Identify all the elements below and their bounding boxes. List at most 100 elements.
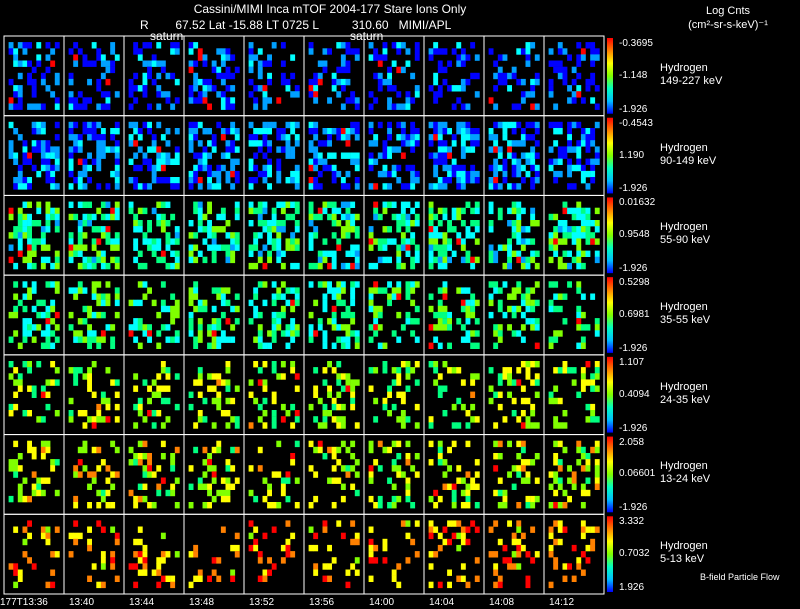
- heatmap-cell: [50, 48, 56, 55]
- heatmap-cell: [562, 152, 568, 159]
- heatmap-cell: [585, 526, 591, 533]
- heatmap-cell: [322, 128, 328, 135]
- heatmap-cell: [322, 330, 328, 337]
- heatmap-cell: [290, 91, 296, 98]
- heatmap-panel: [488, 361, 540, 429]
- heatmap-cell: [257, 336, 263, 343]
- heatmap-cell: [100, 336, 106, 343]
- heatmap-cell: [322, 453, 328, 460]
- heatmap-cell: [22, 201, 28, 208]
- heatmap-cell: [313, 97, 319, 104]
- heatmap-cell: [225, 287, 231, 294]
- heatmap-cell: [170, 158, 176, 165]
- heatmap-cell: [511, 305, 517, 313]
- heatmap-cell: [350, 311, 356, 319]
- heatmap-panel: [188, 201, 240, 264]
- heatmap-cell: [340, 299, 346, 307]
- heatmap-cell: [45, 281, 51, 288]
- heatmap-cell: [220, 299, 226, 307]
- heatmap-cell: [313, 532, 319, 540]
- heatmap-cell: [502, 164, 508, 172]
- heatmap-cell: [142, 85, 148, 92]
- heatmap-cell: [387, 128, 392, 135]
- heatmap-cell: [387, 256, 392, 264]
- heatmap-cell: [520, 422, 526, 429]
- heatmap-cell: [230, 158, 236, 165]
- heatmap-cell: [100, 526, 106, 533]
- heatmap-cell: [511, 532, 517, 540]
- heatmap-cell: [437, 232, 443, 239]
- heatmap-cell: [327, 281, 332, 288]
- heatmap-cell: [257, 146, 263, 153]
- heatmap-cell: [382, 361, 388, 368]
- heatmap-cell: [470, 416, 476, 423]
- heatmap-cell: [105, 367, 111, 374]
- heatmap-cell: [382, 201, 388, 208]
- heatmap-cell: [50, 299, 56, 307]
- heatmap-cell: [40, 121, 46, 129]
- heatmap-panel: [488, 201, 540, 270]
- heatmap-cell: [197, 164, 203, 172]
- heatmap-cell: [262, 569, 268, 576]
- heatmap-cell: [493, 342, 499, 349]
- heatmap-cell: [594, 324, 600, 331]
- heatmap-cell: [502, 489, 508, 497]
- heatmap-cell: [128, 158, 134, 165]
- heatmap-panel: [488, 281, 540, 349]
- heatmap-cell: [54, 220, 60, 227]
- heatmap-cell: [22, 305, 28, 313]
- heatmap-cell: [465, 121, 471, 129]
- heatmap-cell: [562, 262, 568, 270]
- heatmap-cell: [13, 403, 19, 411]
- heatmap-cell: [525, 305, 531, 313]
- heatmap-cell: [414, 281, 420, 288]
- heatmap-cell: [230, 256, 236, 264]
- heatmap-cell: [197, 140, 203, 147]
- heatmap-cell: [100, 397, 106, 405]
- heatmap-cell: [220, 293, 226, 300]
- heatmap-cell: [40, 146, 46, 153]
- heatmap-cell: [193, 232, 199, 239]
- heatmap-cell: [548, 121, 554, 129]
- heatmap-cell: [193, 128, 199, 135]
- heatmap-cell: [50, 262, 56, 270]
- heatmap-cell: [322, 250, 328, 257]
- heatmap-cell: [156, 42, 162, 49]
- heatmap-cell: [271, 361, 277, 368]
- heatmap-cell: [133, 152, 139, 159]
- heatmap-cell: [557, 72, 563, 80]
- heatmap-cell: [465, 330, 471, 337]
- heatmap-cell: [50, 342, 56, 349]
- heatmap-cell: [507, 152, 512, 159]
- heatmap-cell: [520, 440, 526, 448]
- heatmap-cell: [368, 140, 374, 147]
- heatmap-cell: [465, 422, 471, 429]
- heatmap-cell: [580, 134, 586, 141]
- heatmap-panel: [248, 121, 300, 190]
- heatmap-cell: [437, 440, 443, 448]
- heatmap-cell: [474, 128, 480, 135]
- heatmap-cell: [585, 85, 591, 92]
- colorbar-tick-label: 0.01632: [619, 197, 656, 209]
- heatmap-cell: [294, 121, 300, 129]
- species-energy-label: Hydrogen 149-227 keV: [660, 62, 722, 88]
- heatmap-cell: [460, 60, 466, 67]
- heatmap-cell: [465, 201, 471, 208]
- heatmap-cell: [373, 502, 379, 509]
- heatmap-cell: [465, 54, 471, 61]
- heatmap-cell: [285, 78, 291, 86]
- heatmap-cell: [474, 342, 480, 349]
- heatmap-cell: [276, 287, 282, 294]
- heatmap-cell: [456, 128, 462, 135]
- heatmap-cell: [350, 440, 356, 448]
- heatmap-cell: [340, 287, 346, 294]
- heatmap-cell: [520, 140, 526, 147]
- heatmap-cell: [17, 250, 23, 257]
- heatmap-cell: [580, 502, 586, 509]
- heatmap-cell: [253, 397, 259, 405]
- heatmap-cell: [216, 391, 222, 398]
- heatmap-cell: [271, 422, 277, 429]
- heatmap-cell: [442, 262, 448, 270]
- heatmap-cell: [437, 532, 443, 540]
- heatmap-panel: [248, 520, 296, 582]
